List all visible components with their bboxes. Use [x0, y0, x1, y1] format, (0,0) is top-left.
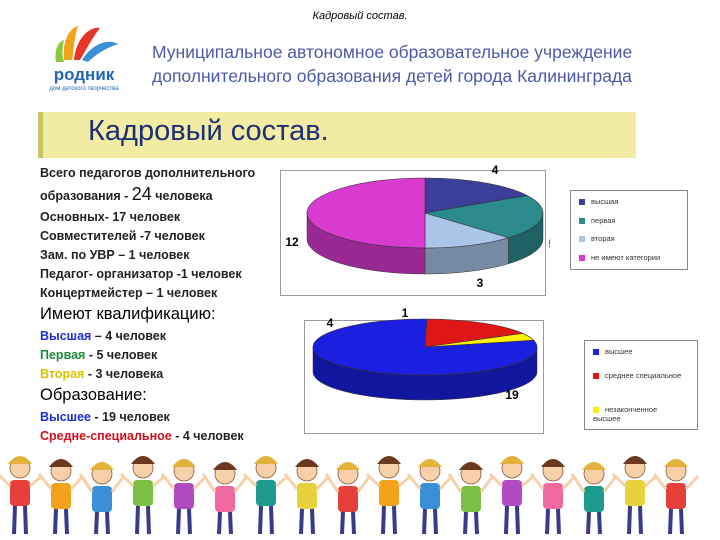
- org-line-2: дополнительного образования детей города…: [152, 66, 632, 86]
- rodnik-logo: родник дом детского творчества: [49, 26, 119, 92]
- logo-text: родник: [54, 65, 115, 84]
- child-figure: [78, 462, 126, 535]
- legend-item: среднее специальное: [593, 371, 683, 380]
- qualification-highest: Высшая – 4 человек: [40, 329, 166, 343]
- pie-slice: [424, 195, 544, 239]
- legend-item: высшее: [593, 347, 683, 356]
- title-band: [40, 112, 636, 158]
- child-figure: [324, 462, 372, 535]
- data-label: 1: [402, 306, 409, 320]
- legend-label: незаконченное высшее: [593, 405, 658, 423]
- qualification-first: Первая - 5 человек: [40, 348, 158, 362]
- legend-swatch: [593, 373, 599, 380]
- child-figure: [242, 456, 289, 535]
- logo-subtitle: дом детского творчества: [49, 86, 119, 92]
- pie-slice: [424, 333, 535, 348]
- pie-slice: [312, 318, 538, 376]
- child-figure: [365, 456, 412, 535]
- data-label: 19: [505, 388, 519, 402]
- qualification-second: Вторая - 3 человека: [40, 367, 164, 381]
- legend-label: не имеют категории: [591, 253, 661, 262]
- total-prefix: образования -: [40, 189, 132, 203]
- pie-slice: [424, 212, 510, 249]
- children-illustration: [0, 456, 700, 535]
- child-figure: [652, 459, 700, 535]
- legend-label: первая: [591, 216, 616, 225]
- child-figure: [447, 462, 495, 535]
- qualification-pie-chart: 4 5 3 12: [285, 163, 550, 290]
- child-figure: [529, 459, 577, 535]
- child-figure: [488, 456, 535, 535]
- legend-swatch: [579, 255, 585, 262]
- total-count: 24: [131, 184, 152, 204]
- child-figure: [0, 456, 43, 535]
- legend-label: среднее специальное: [605, 371, 682, 380]
- legend-item: вторая: [579, 234, 615, 243]
- total-line-2: образования - 24 человека: [40, 184, 213, 205]
- staff-line: Концертмейстер – 1 человек: [40, 286, 218, 300]
- legend-swatch: [579, 199, 585, 206]
- child-figure: [37, 459, 85, 535]
- staff-line: Основных- 17 человек: [40, 210, 181, 224]
- data-label: 3: [477, 276, 484, 290]
- child-figure: [119, 456, 166, 535]
- staff-line: Педагог- организатор -1 человек: [40, 267, 242, 281]
- page-title: Кадровый состав.: [88, 115, 329, 147]
- education-higher: Высшее - 19 человек: [40, 410, 170, 424]
- data-label: 12: [285, 235, 299, 249]
- child-figure: [160, 459, 208, 535]
- legend-label: высшая: [591, 197, 619, 206]
- pie-slice: [424, 177, 529, 214]
- total-line-1: Всего педагогов дополнительного: [40, 166, 256, 180]
- legend-swatch: [593, 349, 599, 356]
- legend-label: высшее: [605, 347, 633, 356]
- legend-swatch: [579, 236, 585, 243]
- child-figure: [201, 462, 249, 535]
- legend-label: вторая: [591, 234, 615, 243]
- education-heading: Образование:: [40, 386, 147, 404]
- child-figure: [570, 462, 618, 535]
- child-figure: [406, 459, 454, 535]
- education-special: Средне-специальное - 4 человек: [40, 429, 244, 443]
- legend-item: первая: [579, 216, 616, 225]
- chart-1-legend: высшая первая вторая не имеют категории: [570, 190, 688, 270]
- staff-line: Зам. по УВР – 1 человек: [40, 248, 190, 262]
- data-label: 4: [492, 163, 499, 177]
- total-suffix: человека: [151, 189, 213, 203]
- legend-item: незаконченное высшее: [593, 405, 683, 423]
- data-label: 4: [327, 316, 334, 330]
- chart-2-legend: высшее среднее специальное незаконченное в…: [584, 340, 698, 430]
- data-label: 5: [549, 237, 550, 251]
- legend-swatch: [579, 218, 585, 225]
- child-figure: [283, 459, 331, 535]
- legend-item: не имеют категории: [579, 253, 660, 262]
- organization-title: Муниципальное автономное образовательное…: [152, 40, 692, 88]
- qualification-heading: Имеют квалификацию:: [40, 305, 216, 323]
- staff-line: Совместителей -7 человек: [40, 229, 205, 243]
- pie-slice: [306, 177, 426, 249]
- org-line-1: Муниципальное автономное образовательное…: [152, 42, 633, 62]
- legend-item: высшая: [579, 197, 618, 206]
- top-caption: Кадровый состав.: [312, 10, 408, 22]
- legend-swatch: [593, 407, 599, 414]
- child-figure: [611, 456, 658, 535]
- pie-slice: [424, 318, 525, 348]
- title-stripe: [38, 112, 43, 158]
